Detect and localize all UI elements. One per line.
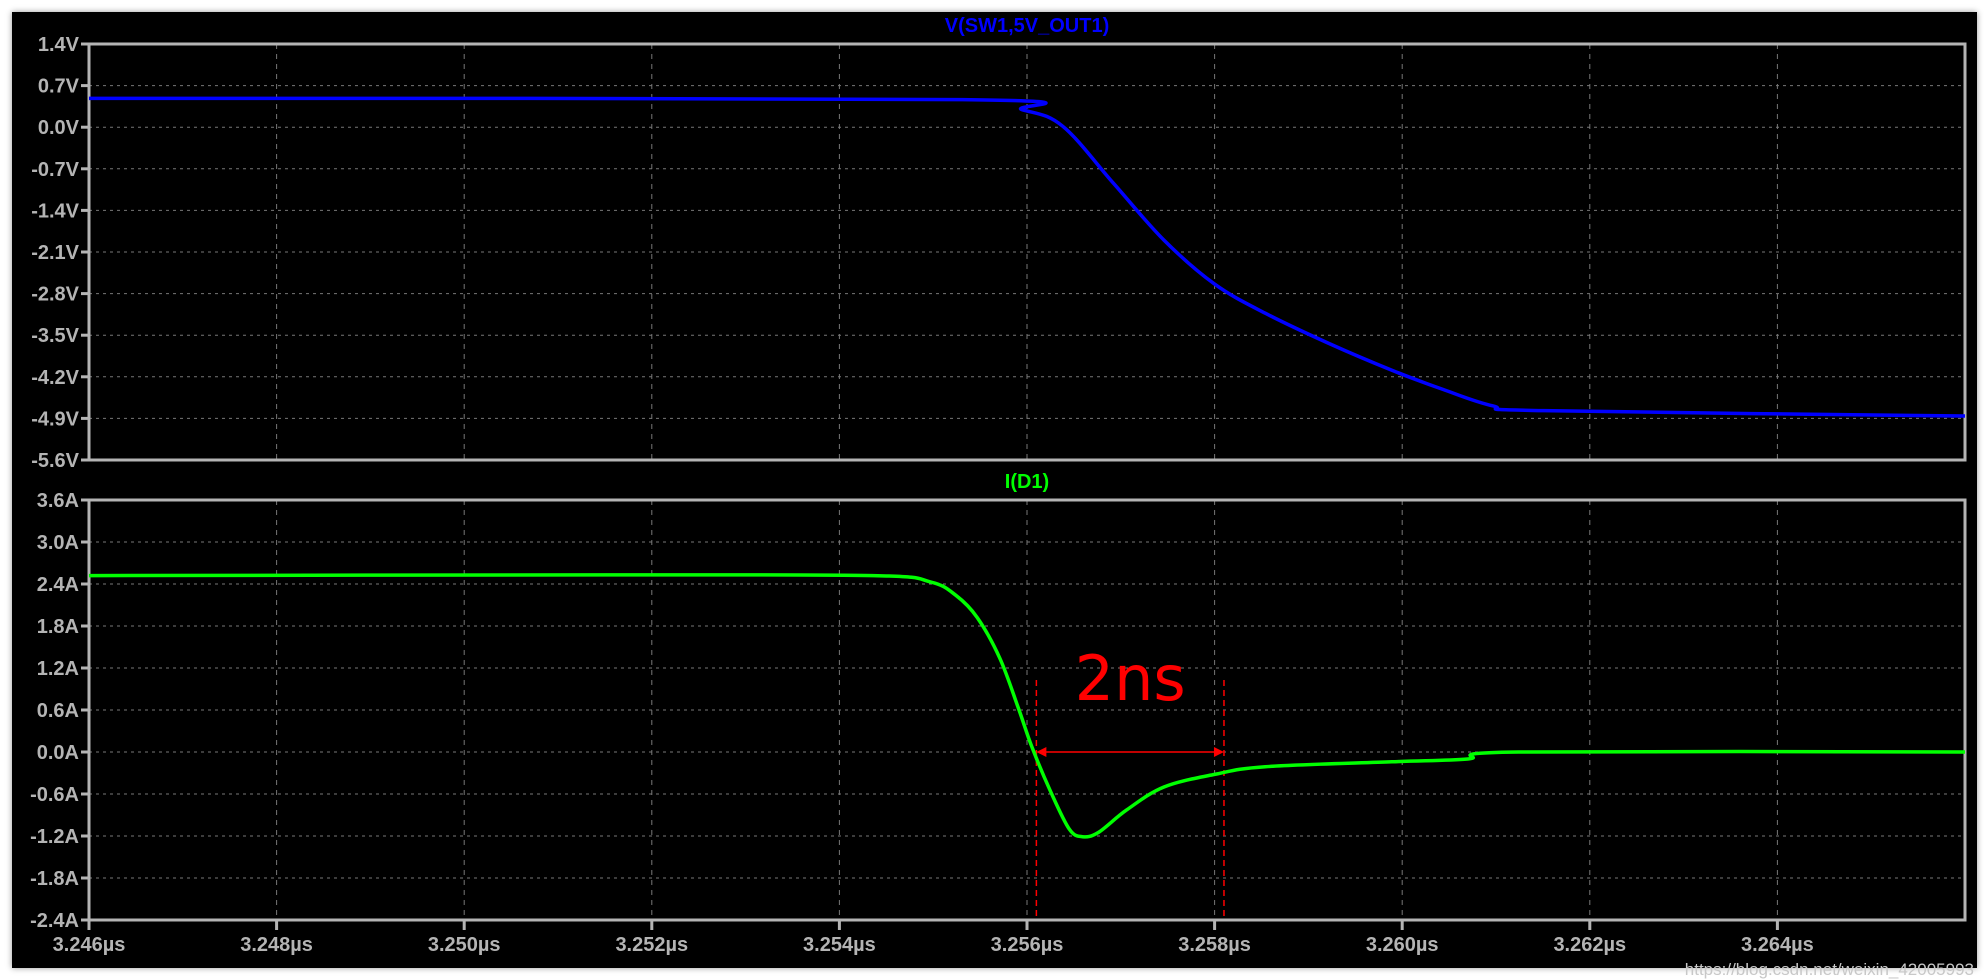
watermark: https://blog.csdn.net/weixin_42005993 — [1685, 960, 1974, 979]
x-tick-label: 3.258µs — [1178, 934, 1251, 956]
x-tick-label: 3.264µs — [1741, 934, 1814, 956]
y-tick-label: -3.5V — [31, 325, 79, 347]
y-tick-label: -2.8V — [31, 284, 79, 306]
y-tick-label: -2.1V — [31, 242, 79, 264]
y-tick-label: -5.6V — [31, 450, 79, 472]
trace-line — [88, 96, 1966, 418]
y-tick-label: 0.6A — [37, 700, 79, 722]
x-tick-label: 3.256µs — [991, 934, 1064, 956]
plot-window: 1.4V 0.7V 0.0V -0.7V -1.4V -2.1V -2.8V -3.5V -4.… — [12, 12, 1977, 979]
y-tick-label: -0.7V — [31, 159, 79, 181]
y-tick-label: -2.4A — [30, 910, 79, 932]
x-tick-label: 3.262µs — [1553, 934, 1626, 956]
y-tick-label: 3.0A — [37, 532, 79, 554]
y-tick-label: -1.4V — [31, 200, 79, 222]
y-tick-label: -4.9V — [31, 408, 79, 430]
y-tick-label: -0.6A — [30, 784, 79, 806]
waveform-chart: 1.4V 0.7V 0.0V -0.7V -1.4V -2.1V -2.8V -3.5V -4.… — [30, 15, 1974, 979]
y-tick-label: 0.0A — [37, 742, 79, 764]
x-tick-label: 3.250µs — [428, 934, 501, 956]
y-tick-label: 1.4V — [38, 34, 80, 56]
arrow-head-right — [1213, 747, 1224, 757]
y-tick-label: -4.2V — [31, 367, 79, 389]
plot-frame — [87, 42, 1967, 462]
trace-title: I(D1) — [1005, 471, 1049, 493]
x-tick-label: 3.252µs — [615, 934, 688, 956]
y-tick-label: 3.6A — [37, 490, 79, 512]
trace-line — [88, 573, 1966, 839]
y-tick-label: -1.2A — [30, 826, 79, 848]
x-tick-label: 3.246µs — [53, 934, 126, 956]
plot-pane-2: 3.6A 3.0A 2.4A 1.8A 1.2A 0.6A 0.0A -0.6A -1.2A -1… — [30, 471, 1967, 956]
y-tick-label: -1.8A — [30, 868, 79, 890]
x-tick-label: 3.248µs — [240, 934, 313, 956]
y-tick-label: 1.2A — [37, 658, 79, 680]
trace-title: V(SW1,5V_OUT1) — [945, 15, 1109, 37]
plot-pane-1: 1.4V 0.7V 0.0V -0.7V -1.4V -2.1V -2.8V -3.5V -4.… — [31, 15, 1967, 472]
annotation-label: 2ns — [1075, 642, 1186, 715]
arrow-head-left — [1036, 747, 1047, 757]
x-tick-label: 3.254µs — [803, 934, 876, 956]
y-tick-label: 1.8A — [37, 616, 79, 638]
y-tick-label: 0.7V — [38, 76, 80, 98]
y-tick-label: 0.0V — [38, 117, 80, 139]
x-tick-label: 3.260µs — [1366, 934, 1439, 956]
y-tick-label: 2.4A — [37, 574, 79, 596]
